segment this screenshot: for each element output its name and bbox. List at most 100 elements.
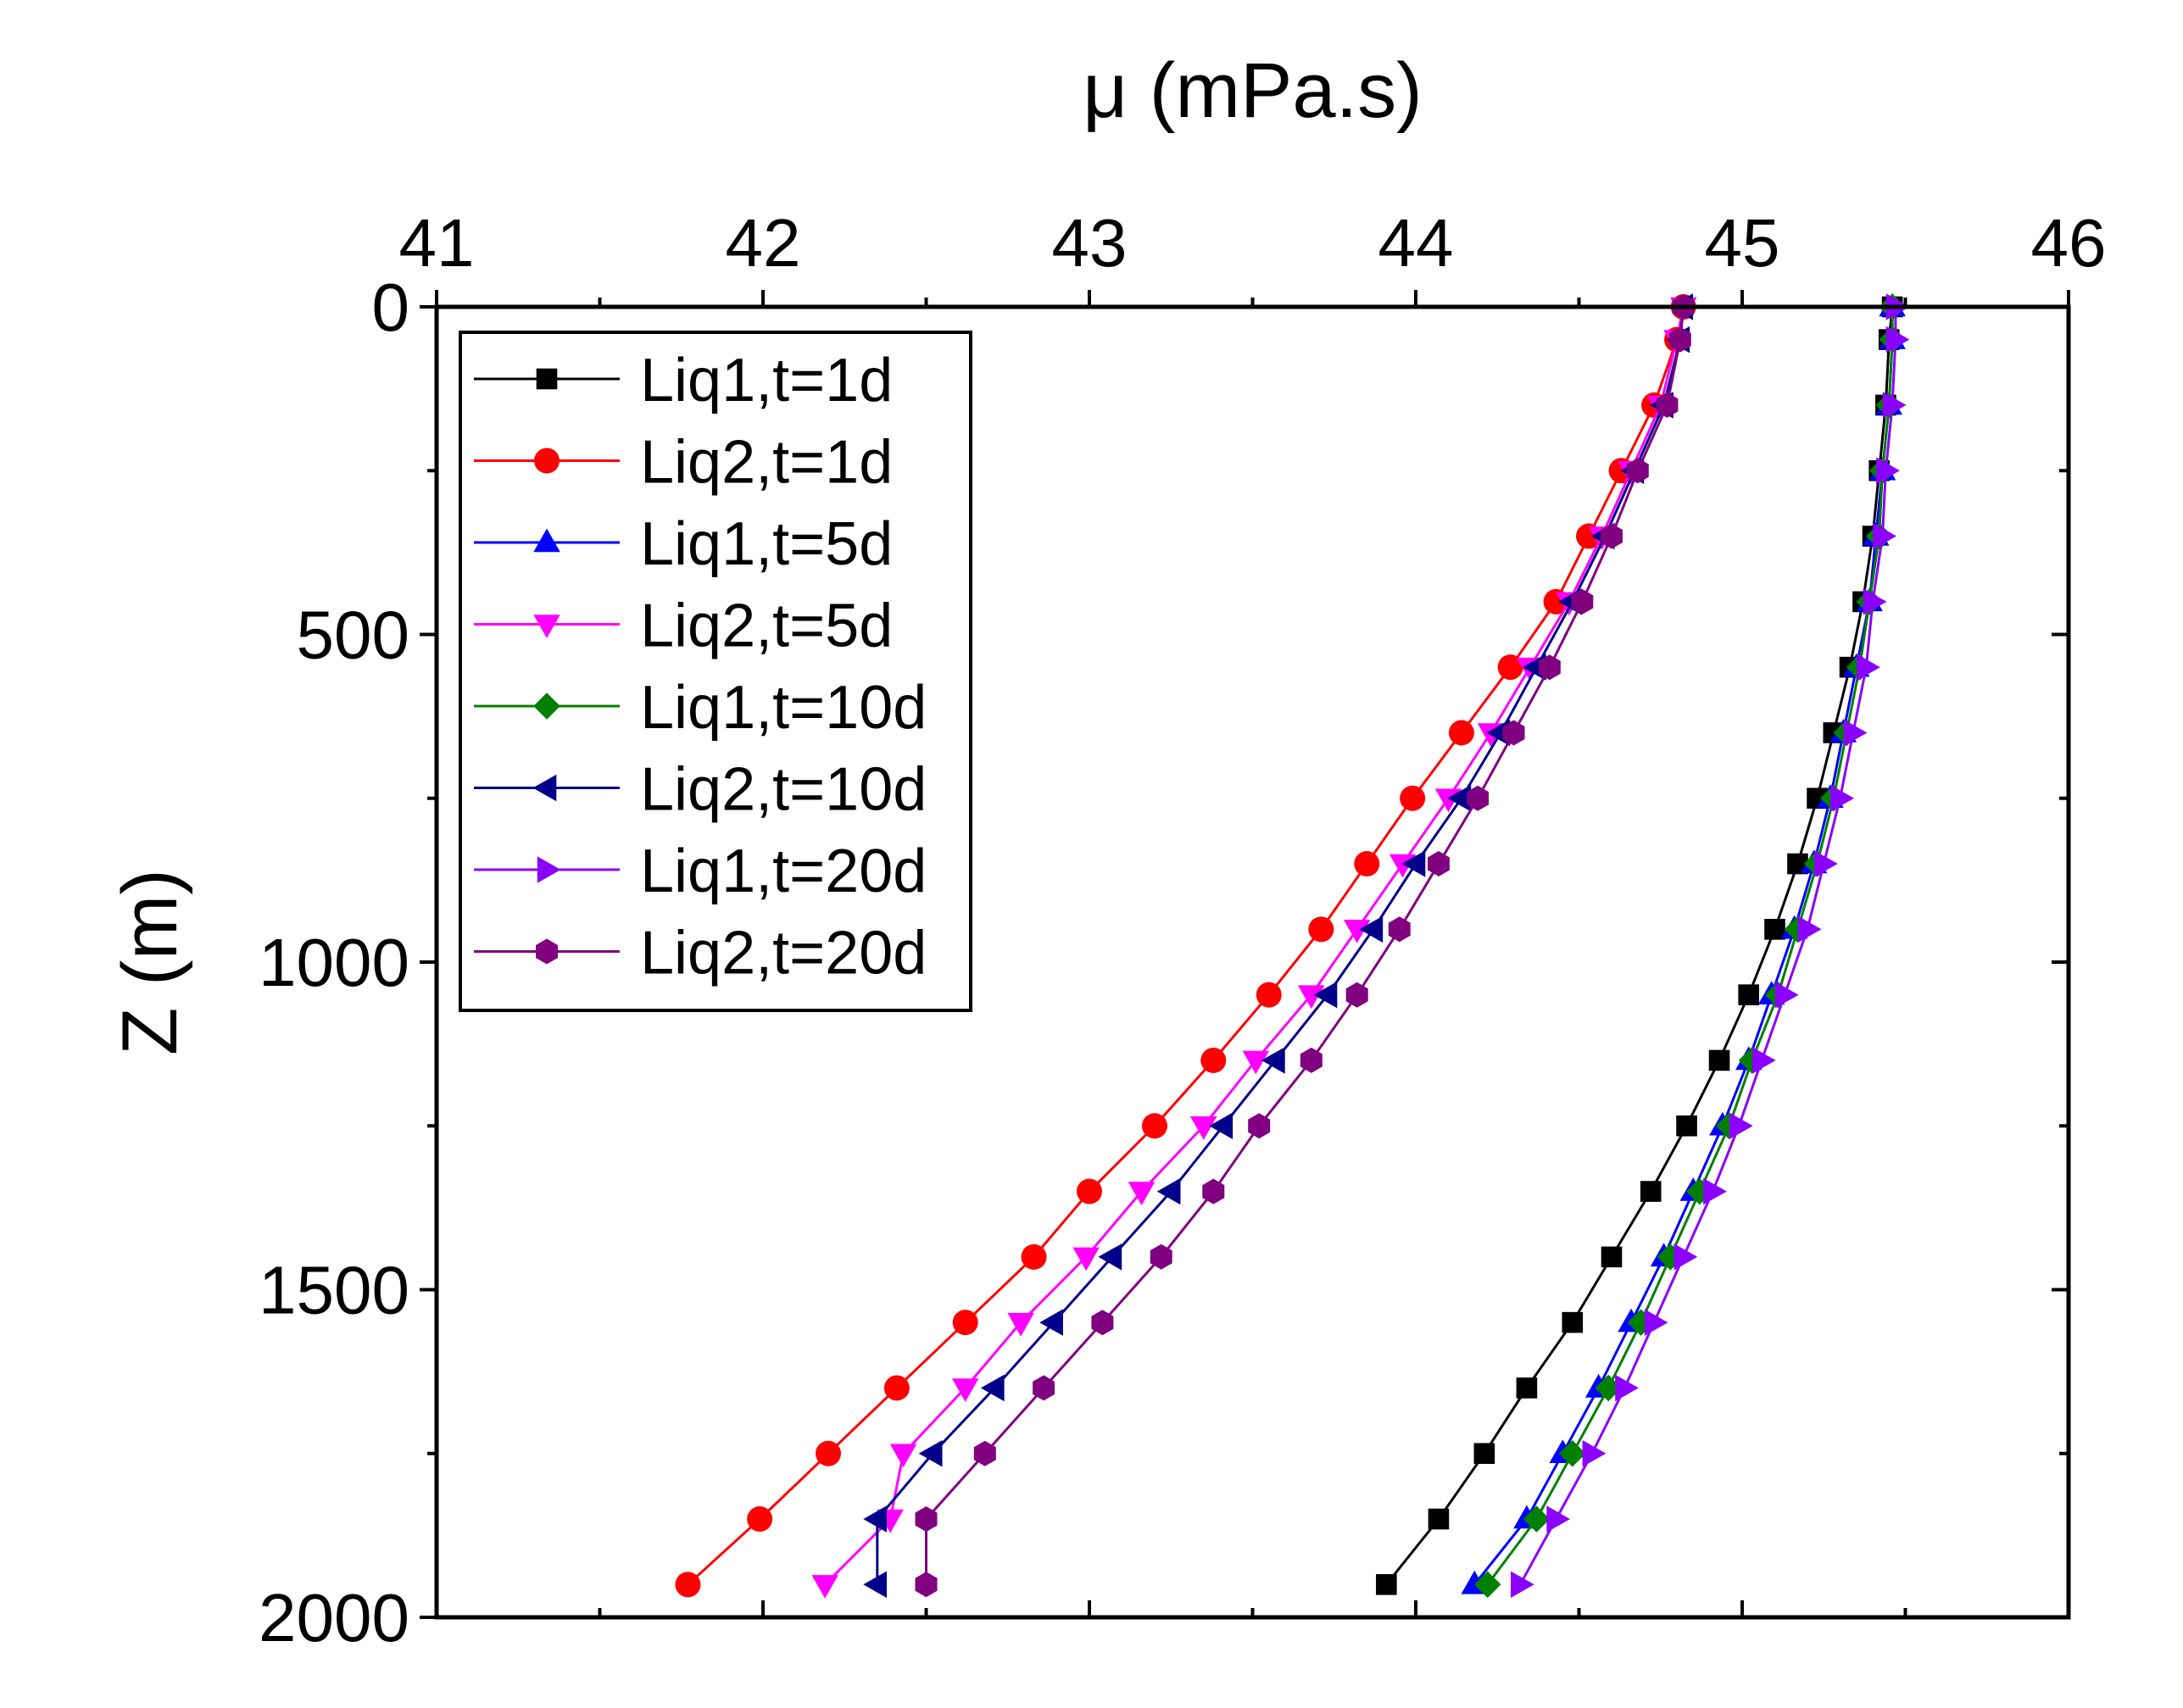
legend-entry: Liq2,t=5d	[474, 593, 893, 660]
data-point	[1072, 1247, 1100, 1271]
y-tick-label: 1000	[259, 925, 409, 1000]
data-point	[1673, 1243, 1698, 1271]
data-point	[1190, 1116, 1217, 1140]
data-point	[1473, 1571, 1501, 1599]
data-point	[747, 1506, 773, 1533]
data-point	[1615, 1374, 1639, 1402]
data-point	[1601, 1246, 1623, 1268]
series-line	[1518, 307, 1897, 1586]
data-point	[973, 1440, 996, 1466]
data-point	[1582, 1440, 1607, 1467]
legend-marker	[534, 448, 560, 474]
legend-marker	[536, 368, 558, 390]
data-point	[1882, 392, 1907, 419]
data-point	[1400, 785, 1426, 811]
x-tick-label: 41	[399, 205, 475, 281]
legend-label: Liq1,t=1d	[640, 347, 893, 414]
data-point	[1562, 1311, 1584, 1333]
data-point	[1595, 1374, 1622, 1402]
data-point	[1142, 1113, 1167, 1139]
data-point	[1738, 984, 1759, 1005]
data-point	[1428, 851, 1450, 876]
data-point	[811, 1575, 838, 1599]
data-point	[1313, 981, 1338, 1009]
data-point	[1876, 457, 1900, 484]
legend-entry: Liq1,t=1d	[474, 347, 893, 414]
data-point	[1128, 1182, 1156, 1206]
data-point	[1388, 916, 1411, 943]
data-point	[1401, 850, 1426, 877]
legend-label: Liq1,t=20d	[640, 837, 927, 905]
data-point	[952, 1310, 978, 1336]
data-point	[1376, 1574, 1397, 1595]
legend-label: Liq2,t=5d	[640, 593, 893, 660]
data-point	[1751, 1047, 1776, 1074]
series-1	[1376, 296, 1903, 1595]
axes-layer: 41 42 43 44 45 46 0 500 1000 1500 2000	[259, 205, 2106, 1655]
x-tick-label: 43	[1052, 205, 1128, 281]
data-point	[1640, 1181, 1662, 1202]
data-point	[1242, 1050, 1270, 1075]
data-point	[1797, 915, 1822, 943]
legend-entry: Liq2,t=20d	[474, 920, 927, 988]
y-tick-label: 0	[372, 270, 410, 345]
data-point	[1354, 851, 1380, 877]
series-5	[1473, 293, 1906, 1599]
data-point	[1538, 654, 1561, 681]
data-point	[1703, 1177, 1727, 1205]
legend-entry: Liq1,t=20d	[474, 837, 927, 905]
series-6	[863, 293, 1693, 1599]
series-layer	[675, 292, 1910, 1599]
series-line	[1473, 307, 1894, 1586]
legend-label: Liq1,t=10d	[640, 674, 927, 742]
data-point	[1448, 720, 1474, 746]
legend-marker	[532, 774, 557, 802]
x-tick-label: 44	[1378, 205, 1454, 281]
data-point	[1248, 1113, 1271, 1139]
data-point	[918, 1440, 943, 1467]
data-point	[1571, 588, 1594, 615]
data-point	[1467, 785, 1490, 811]
data-point	[1256, 982, 1282, 1008]
data-point	[1546, 1505, 1570, 1533]
data-point	[1559, 1440, 1586, 1467]
data-point	[1345, 982, 1368, 1008]
legend-label: Liq2,t=1d	[640, 429, 893, 497]
data-point	[1644, 1309, 1668, 1336]
series-3	[1461, 292, 1906, 1594]
data-point	[1511, 1571, 1534, 1599]
y-tick-label: 500	[297, 598, 409, 673]
data-point	[1447, 785, 1472, 812]
data-point	[863, 1571, 887, 1599]
x-tick-label: 46	[2031, 205, 2107, 281]
legend-entry: Liq2,t=10d	[474, 756, 927, 824]
data-point	[1668, 326, 1691, 353]
legend-label: Liq2,t=10d	[640, 756, 927, 824]
data-point	[1830, 785, 1854, 812]
data-point	[1156, 1177, 1181, 1205]
data-point	[1873, 522, 1896, 550]
data-point	[1033, 1375, 1055, 1401]
legend-marker	[533, 528, 560, 553]
data-point	[1516, 1377, 1538, 1399]
data-point	[1473, 1443, 1495, 1465]
data-point	[1601, 523, 1623, 549]
legend-entry: Liq2,t=1d	[474, 429, 893, 497]
data-point	[1656, 392, 1679, 418]
series-7	[1511, 293, 1910, 1599]
data-point	[863, 1505, 887, 1533]
data-point	[951, 1378, 979, 1402]
data-point	[883, 1375, 910, 1401]
y-axis-title: Z (m)	[107, 869, 193, 1055]
data-point	[1857, 654, 1880, 681]
data-point	[1300, 1047, 1323, 1073]
data-point	[1308, 916, 1334, 943]
data-point	[1523, 1505, 1551, 1533]
data-point	[915, 1506, 938, 1533]
data-point	[1497, 654, 1523, 681]
data-point	[1676, 1115, 1697, 1137]
data-point	[1261, 1047, 1285, 1074]
data-point	[1843, 719, 1868, 747]
legend-entry: Liq1,t=10d	[474, 674, 927, 742]
